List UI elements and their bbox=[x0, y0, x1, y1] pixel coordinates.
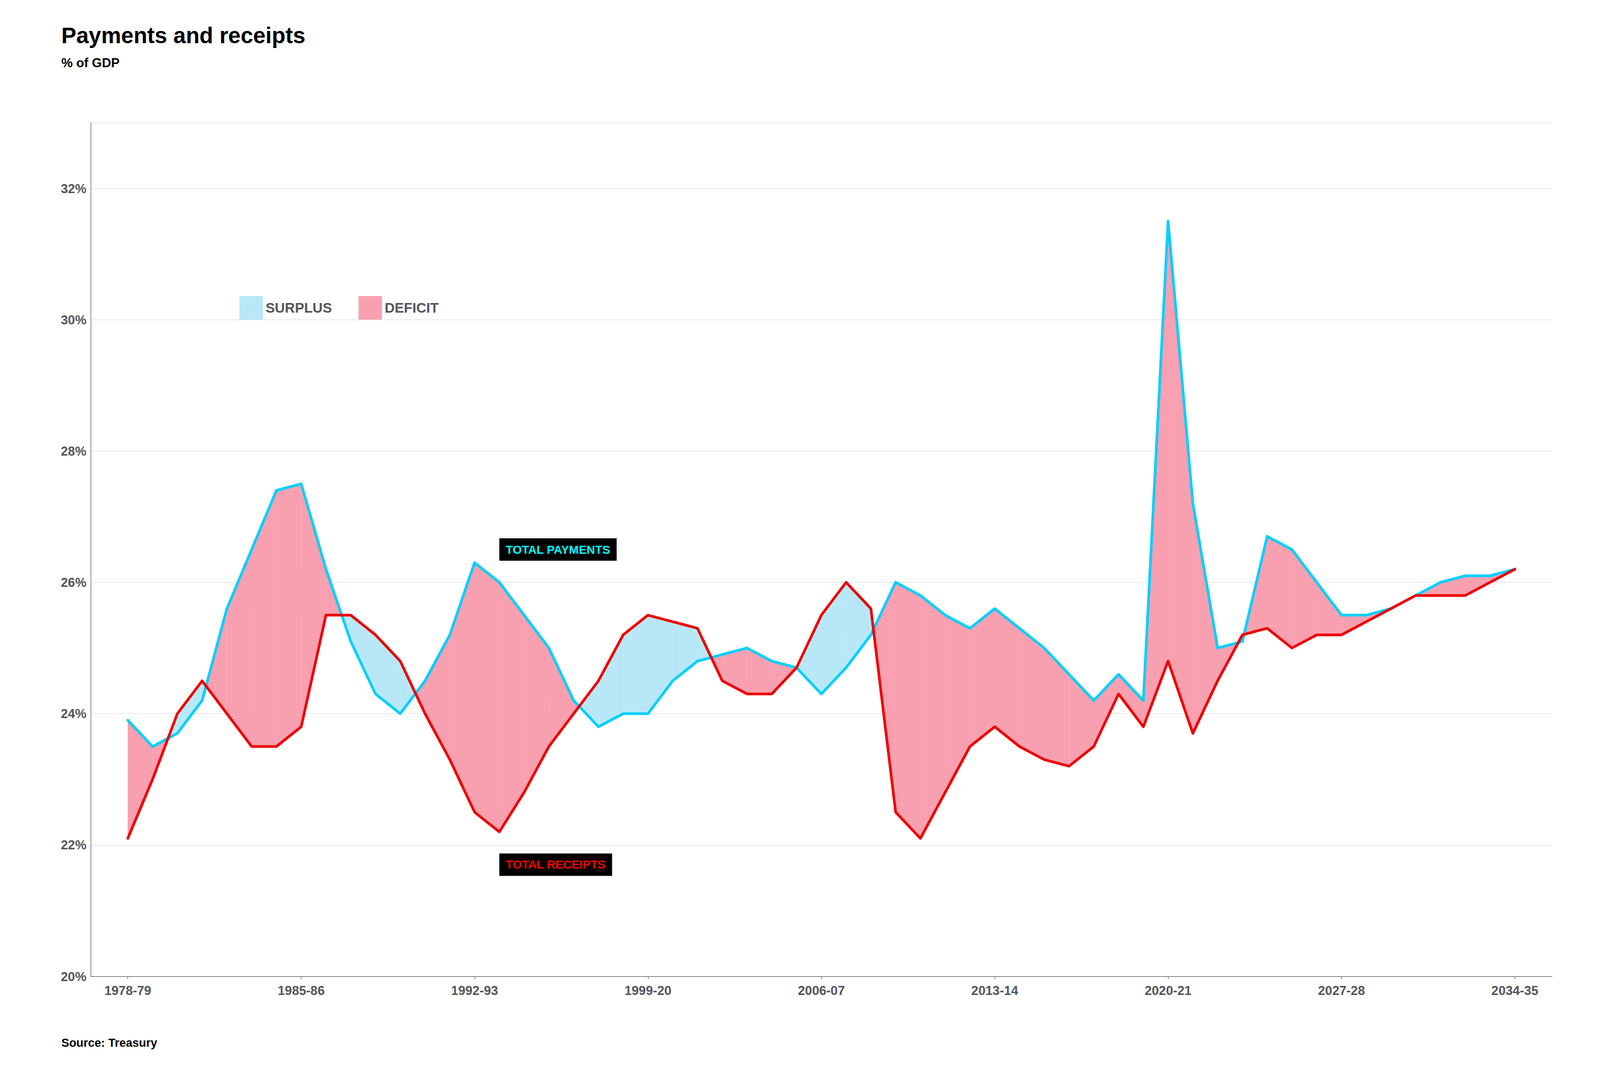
svg-text:SURPLUS: SURPLUS bbox=[265, 299, 332, 316]
svg-text:30%: 30% bbox=[60, 312, 87, 327]
svg-text:20%: 20% bbox=[60, 969, 87, 984]
svg-text:Source: Treasury: Source: Treasury bbox=[61, 1035, 158, 1050]
svg-text:Payments and receipts: Payments and receipts bbox=[61, 22, 306, 48]
svg-text:2027-28: 2027-28 bbox=[1317, 982, 1365, 998]
svg-text:TOTAL RECEIPTS: TOTAL RECEIPTS bbox=[505, 857, 606, 871]
svg-text:24%: 24% bbox=[60, 706, 87, 721]
svg-text:2006-07: 2006-07 bbox=[797, 982, 845, 998]
svg-text:2020-21: 2020-21 bbox=[1144, 982, 1192, 998]
svg-text:2034-35: 2034-35 bbox=[1491, 982, 1539, 998]
svg-text:% of GDP: % of GDP bbox=[61, 55, 120, 70]
svg-text:28%: 28% bbox=[60, 443, 87, 459]
svg-text:1985-86: 1985-86 bbox=[277, 982, 325, 998]
svg-text:26%: 26% bbox=[60, 574, 87, 590]
svg-text:1978-79: 1978-79 bbox=[104, 982, 152, 998]
svg-text:2013-14: 2013-14 bbox=[971, 982, 1019, 998]
svg-text:DEFICIT: DEFICIT bbox=[384, 299, 439, 316]
svg-text:1999-20: 1999-20 bbox=[624, 982, 672, 998]
svg-text:TOTAL PAYMENTS: TOTAL PAYMENTS bbox=[505, 542, 611, 557]
svg-text:22%: 22% bbox=[60, 837, 87, 852]
svg-text:32%: 32% bbox=[60, 181, 87, 196]
svg-text:1992-93: 1992-93 bbox=[451, 982, 499, 998]
